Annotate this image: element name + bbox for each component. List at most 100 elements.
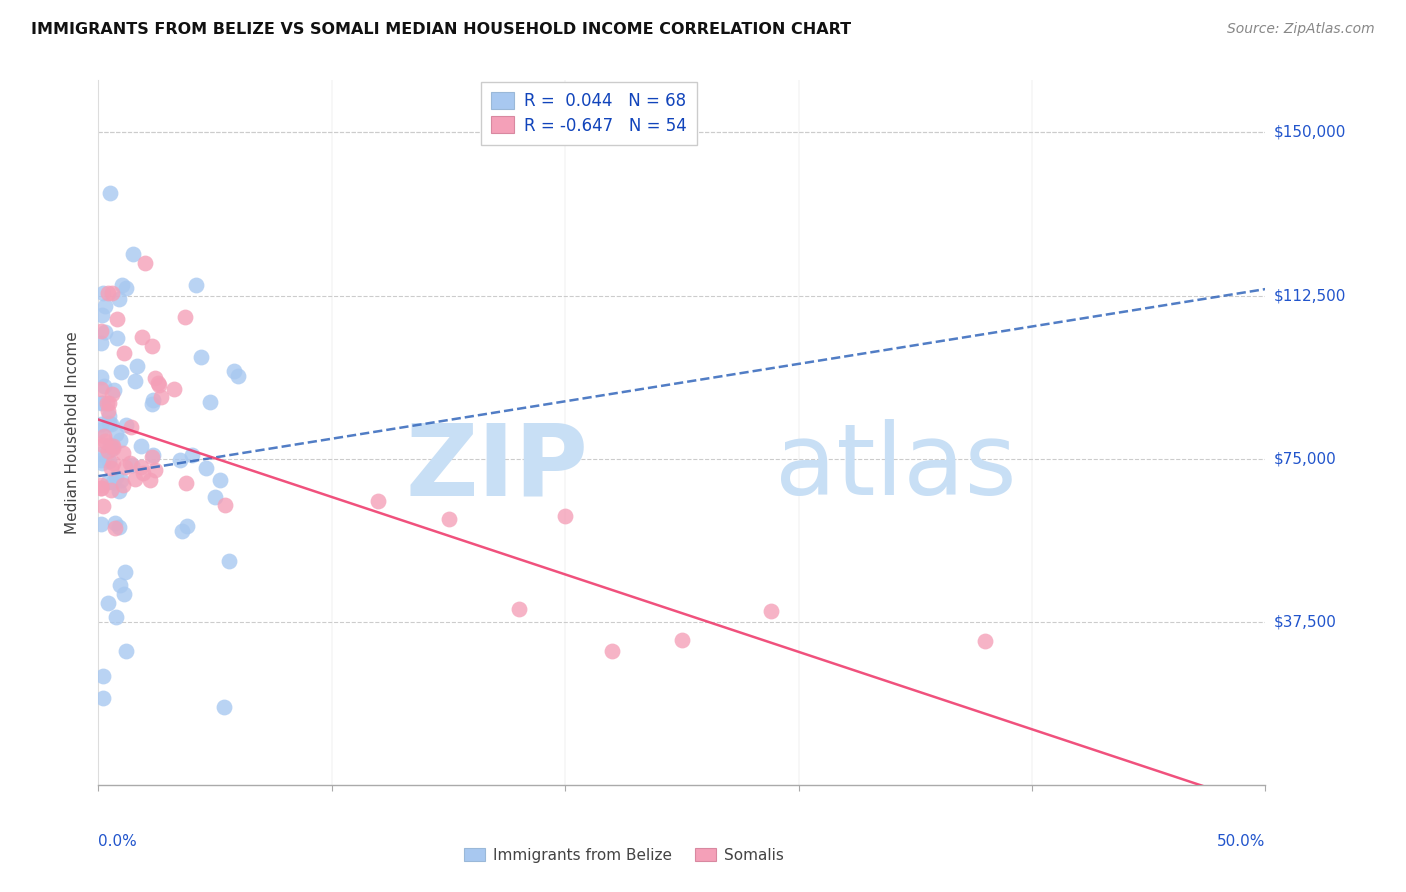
Point [194,461,217,475]
Point [104,470,127,484]
Text: IMMIGRANTS FROM BELIZE VS SOMALI MEDIAN HOUSEHOLD INCOME CORRELATION CHART: IMMIGRANTS FROM BELIZE VS SOMALI MEDIAN … [31,22,851,37]
Point [93,429,115,443]
Point [103,383,125,397]
Point [91,499,114,513]
Point [143,463,166,477]
Point [94,325,117,339]
Point [170,524,193,538]
Point [129,459,152,474]
Point [90,516,112,531]
Point [125,359,148,373]
Point [93,379,115,393]
Legend: Immigrants from Belize, Somalis: Immigrants from Belize, Somalis [457,842,790,869]
Point [107,484,129,499]
Point [105,311,128,326]
Point [600,643,623,657]
Point [97,396,120,410]
Point [174,475,197,490]
Point [143,371,166,385]
Point [98,186,121,201]
Point [90,477,112,491]
Point [96,396,118,410]
Point [141,450,163,465]
Point [100,387,122,401]
Point [186,278,208,293]
Point [112,587,135,601]
Point [97,416,120,430]
Point [112,478,135,492]
Point [90,370,112,384]
Point [97,404,120,418]
Point [114,418,136,433]
Point [97,596,120,610]
Point [103,456,125,470]
Point [162,382,184,396]
Point [90,481,112,495]
Point [103,475,125,489]
Point [367,494,389,508]
Point [169,452,191,467]
Point [218,554,240,568]
Point [200,394,222,409]
Point [121,458,143,472]
Point [90,336,112,351]
Point [100,442,122,457]
Point [114,565,136,579]
Point [94,300,117,314]
Point [228,369,250,384]
Point [90,447,112,461]
Point [101,286,124,301]
Point [124,472,146,486]
Point [141,339,163,353]
Point [114,459,136,474]
Point [90,382,112,396]
Point [104,516,127,530]
Point [108,292,131,306]
Point [112,346,135,360]
Point [974,634,997,648]
Point [131,439,153,453]
Text: 0.0%: 0.0% [98,834,138,849]
Point [111,445,134,459]
Point [97,454,120,468]
Point [91,690,114,705]
Point [554,509,576,524]
Point [180,448,202,462]
Point [108,433,131,447]
Point [671,633,693,648]
Point [141,397,163,411]
Point [91,669,114,683]
Point [90,456,112,470]
Point [110,365,132,379]
Text: 50.0%: 50.0% [1218,834,1265,849]
Point [122,247,145,261]
Point [105,330,128,344]
Point [138,473,160,487]
Point [98,409,121,423]
Point [150,390,173,404]
Point [90,324,112,338]
Text: atlas: atlas [775,419,1017,516]
Text: $75,000: $75,000 [1274,451,1337,467]
Point [100,461,122,475]
Point [437,512,460,526]
Point [208,474,231,488]
Point [132,467,155,481]
Text: $112,500: $112,500 [1274,288,1346,303]
Point [98,438,121,452]
Point [91,308,114,322]
Point [204,490,226,504]
Point [91,286,114,301]
Point [90,423,112,437]
Point [142,392,165,407]
Point [97,475,120,489]
Y-axis label: Median Household Income: Median Household Income [65,331,80,534]
Point [110,474,132,488]
Point [142,449,165,463]
Point [90,417,112,431]
Point [134,256,156,270]
Point [148,377,170,392]
Point [97,286,120,301]
Point [93,438,115,452]
Text: Source: ZipAtlas.com: Source: ZipAtlas.com [1227,22,1375,37]
